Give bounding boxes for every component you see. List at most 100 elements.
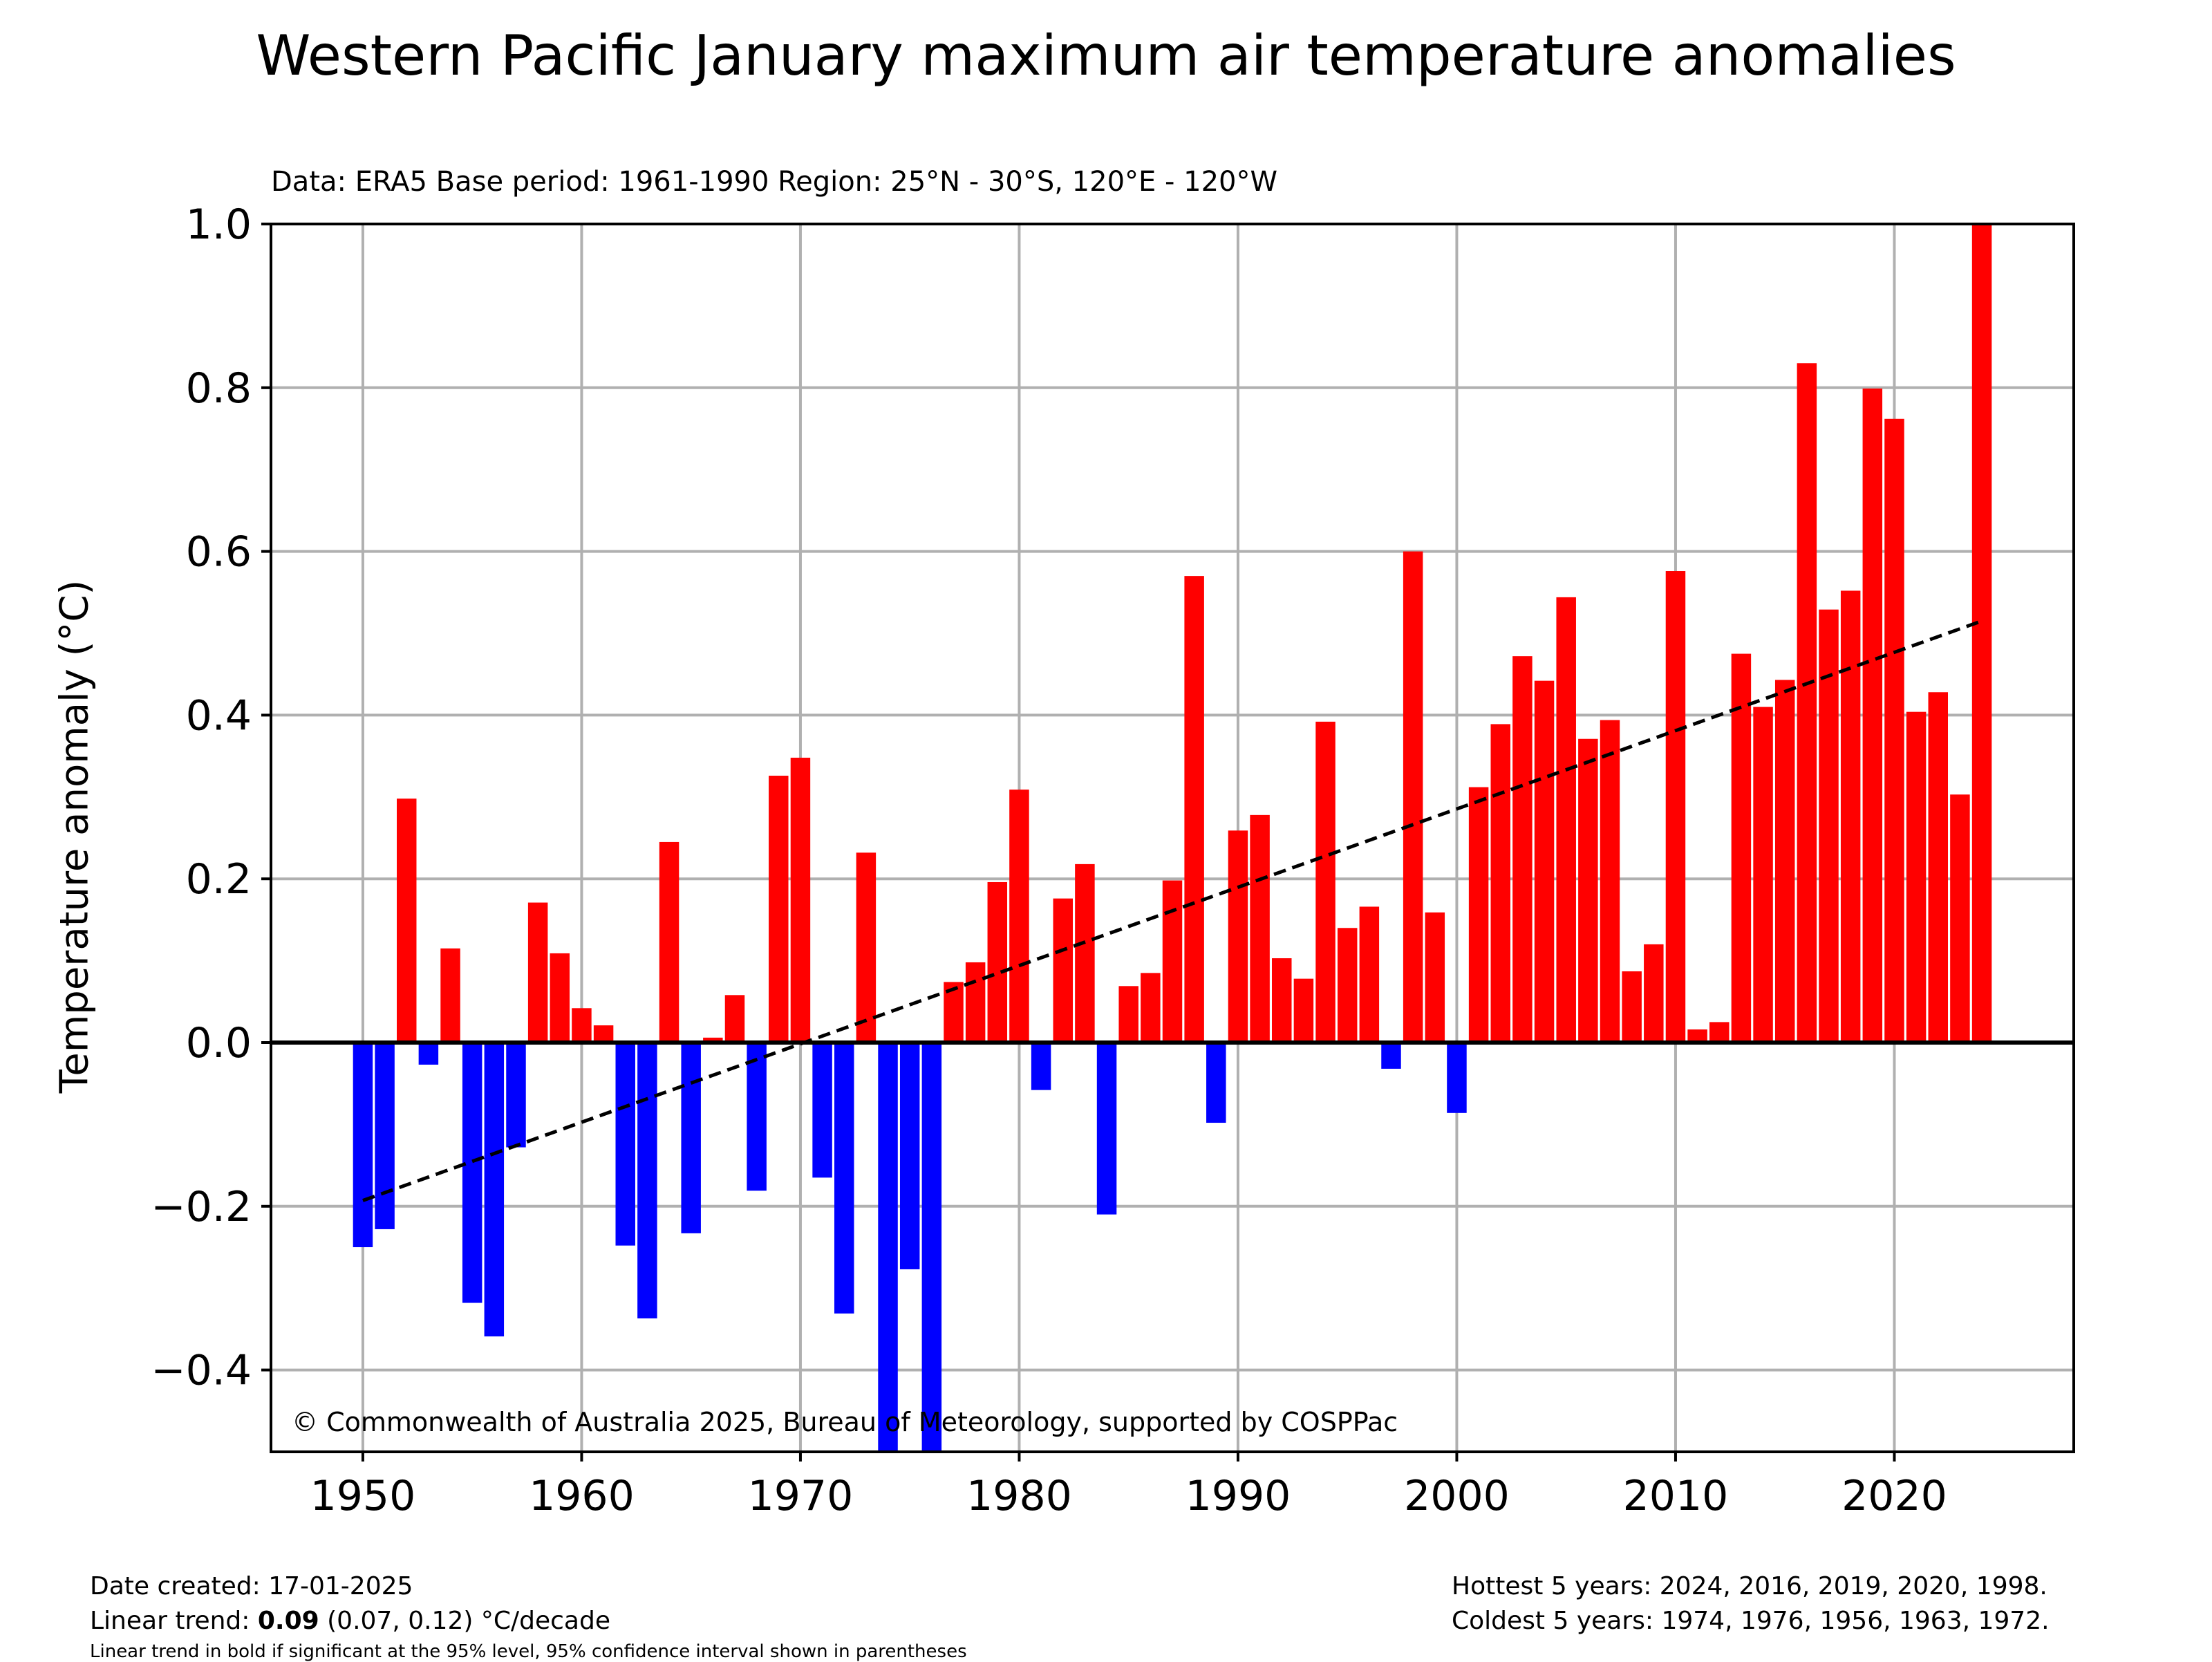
- bar-2004: [1534, 680, 1555, 1043]
- bar-1971: [812, 1043, 832, 1178]
- y-tick-label: 0.4: [186, 691, 252, 740]
- bar-layer: [353, 224, 1992, 1452]
- bar-1987: [1162, 880, 1183, 1043]
- bar-1973: [856, 852, 877, 1043]
- bar-1953: [418, 1043, 439, 1065]
- bar-1991: [1250, 814, 1270, 1043]
- y-tick-label: 0.8: [186, 364, 252, 413]
- bar-2018: [1840, 590, 1861, 1043]
- bar-1975: [899, 1043, 920, 1269]
- bar-2016: [1797, 363, 1817, 1043]
- x-tick-label: 1950: [310, 1472, 416, 1520]
- bar-2021: [1906, 711, 1927, 1043]
- bar-1958: [527, 902, 548, 1043]
- bar-1982: [1053, 898, 1073, 1043]
- bar-2015: [1774, 680, 1795, 1043]
- bar-1979: [987, 881, 1008, 1043]
- bar-1974: [878, 1043, 898, 1452]
- linear-trend: Linear trend: 0.09 (0.07, 0.12) °C/decad…: [90, 1604, 610, 1638]
- bar-1999: [1425, 912, 1445, 1043]
- bar-1972: [834, 1043, 854, 1314]
- trend-note: Linear trend in bold if significant at t…: [90, 1641, 967, 1662]
- y-tick-label: −0.2: [151, 1183, 252, 1231]
- bar-2009: [1644, 944, 1664, 1043]
- bar-1986: [1141, 973, 1161, 1043]
- bar-2013: [1731, 653, 1752, 1043]
- y-tick-label: 1.0: [186, 200, 252, 249]
- bar-1980: [1009, 790, 1029, 1043]
- bar-2006: [1578, 738, 1598, 1043]
- bar-1970: [790, 757, 811, 1043]
- bar-2011: [1687, 1029, 1707, 1043]
- bar-2007: [1600, 720, 1620, 1043]
- x-tick-label: 2000: [1404, 1472, 1510, 1520]
- bar-2012: [1709, 1022, 1730, 1043]
- bar-1967: [724, 995, 745, 1043]
- x-tick-label: 1980: [966, 1472, 1072, 1520]
- bar-1995: [1337, 928, 1358, 1043]
- bar-1955: [462, 1043, 482, 1303]
- trend-interval: (0.07, 0.12) °C/decade: [319, 1607, 610, 1635]
- trend-prefix: Linear trend:: [90, 1607, 258, 1635]
- footer-left: Date created: 17-01-2025 Linear trend: 0…: [90, 1569, 610, 1638]
- trend-line: [362, 619, 1983, 1202]
- x-tick-label: 2020: [1841, 1472, 1947, 1520]
- bar-2008: [1622, 971, 1642, 1043]
- trend-value: 0.09: [257, 1607, 319, 1635]
- y-tick-label: 0.2: [186, 855, 252, 904]
- bar-2014: [1753, 707, 1773, 1043]
- tick-layer: 1950 1960 1970 1980 1990 2000 2010 2020 −0.4 −0.2…: [151, 200, 2075, 1520]
- bar-1950: [353, 1043, 373, 1247]
- bar-2019: [1862, 388, 1883, 1043]
- bar-1976: [921, 1043, 942, 1452]
- bar-2000: [1447, 1043, 1467, 1113]
- bar-1966: [703, 1037, 723, 1043]
- y-tick-label: 0.0: [186, 1019, 252, 1067]
- y-tick-label: 0.6: [186, 528, 252, 577]
- bar-2005: [1556, 597, 1576, 1043]
- bar-1963: [637, 1043, 657, 1319]
- chart-subtitle: Data: ERA5 Base period: 1961-1990 Region…: [271, 166, 1278, 198]
- footer-right: Hottest 5 years: 2024, 2016, 2019, 2020,…: [1452, 1569, 2050, 1638]
- bar-1984: [1096, 1043, 1117, 1215]
- bar-2002: [1490, 724, 1510, 1043]
- bar-1960: [572, 1008, 592, 1043]
- bar-1961: [593, 1025, 614, 1043]
- bar-1959: [550, 953, 570, 1043]
- bar-1969: [769, 776, 789, 1043]
- bar-2024: [1971, 224, 1992, 1043]
- bar-1951: [375, 1043, 395, 1229]
- bar-1956: [484, 1043, 505, 1337]
- overlay-layer: [271, 619, 2074, 1202]
- bar-2003: [1512, 656, 1533, 1043]
- bar-1988: [1184, 576, 1204, 1043]
- x-tick-label: 1970: [748, 1472, 854, 1520]
- y-tick-label: −0.4: [151, 1347, 252, 1395]
- chart-title: Western Pacific January maximum air temp…: [256, 24, 1956, 88]
- bar-1965: [681, 1043, 701, 1233]
- hottest-years: Hottest 5 years: 2024, 2016, 2019, 2020,…: [1452, 1572, 2047, 1600]
- bar-1962: [615, 1043, 635, 1246]
- bar-1993: [1293, 978, 1314, 1043]
- plot-frame: [270, 223, 2075, 1453]
- bar-1994: [1315, 721, 1335, 1043]
- bar-1981: [1031, 1043, 1051, 1090]
- bar-2010: [1665, 571, 1686, 1043]
- bar-1996: [1359, 906, 1380, 1043]
- bar-1998: [1403, 551, 1423, 1043]
- bar-1989: [1206, 1043, 1226, 1123]
- bar-1968: [747, 1043, 767, 1191]
- bar-2017: [1819, 609, 1839, 1043]
- bar-2001: [1468, 787, 1489, 1043]
- bar-1997: [1381, 1043, 1401, 1069]
- bar-2020: [1884, 418, 1904, 1043]
- bar-1978: [965, 962, 986, 1043]
- bar-1952: [396, 799, 417, 1043]
- bar-1954: [440, 948, 460, 1043]
- bar-1964: [659, 841, 679, 1043]
- x-tick-label: 1960: [529, 1472, 635, 1520]
- copyright-text: © Commonwealth of Australia 2025, Bureau…: [292, 1407, 1398, 1437]
- bar-1990: [1228, 830, 1248, 1043]
- bar-2022: [1928, 692, 1949, 1043]
